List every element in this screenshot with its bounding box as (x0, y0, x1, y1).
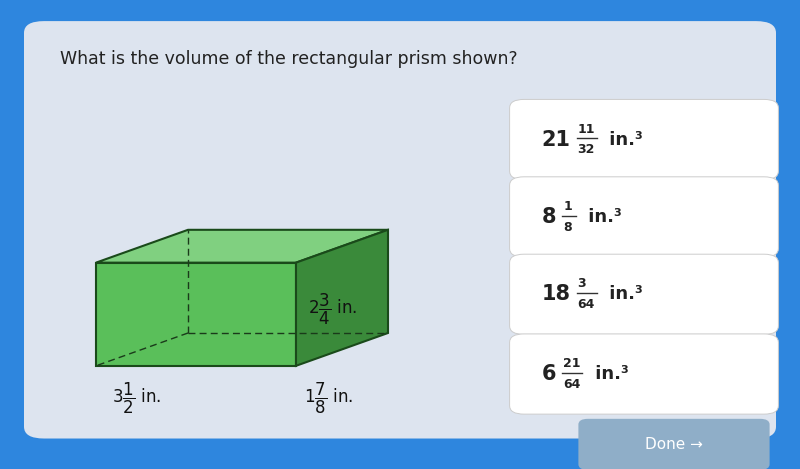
Text: 18: 18 (542, 284, 570, 304)
FancyBboxPatch shape (510, 254, 778, 334)
FancyBboxPatch shape (510, 334, 778, 414)
Text: in.³: in.³ (582, 208, 622, 226)
Text: Done →: Done → (645, 437, 703, 452)
Text: $3\dfrac{1}{2}$ in.: $3\dfrac{1}{2}$ in. (112, 381, 161, 416)
FancyBboxPatch shape (510, 177, 778, 257)
Text: 8: 8 (542, 207, 556, 227)
Text: 1: 1 (563, 200, 572, 213)
FancyBboxPatch shape (578, 419, 770, 469)
Text: What is the volume of the rectangular prism shown?: What is the volume of the rectangular pr… (60, 50, 518, 68)
Text: 3: 3 (578, 278, 586, 290)
Text: in.³: in.³ (589, 365, 629, 383)
Text: 32: 32 (578, 144, 595, 156)
Text: 21: 21 (563, 357, 581, 370)
FancyBboxPatch shape (510, 99, 778, 180)
Polygon shape (296, 230, 388, 366)
Text: 8: 8 (563, 221, 572, 234)
FancyBboxPatch shape (24, 21, 776, 439)
Text: $1\dfrac{7}{8}$ in.: $1\dfrac{7}{8}$ in. (304, 381, 353, 416)
Polygon shape (96, 230, 388, 263)
Text: 64: 64 (578, 298, 595, 311)
Text: 11: 11 (578, 123, 595, 136)
Polygon shape (96, 263, 296, 366)
Text: 21: 21 (542, 129, 570, 150)
Text: in.³: in.³ (603, 285, 643, 303)
Text: in.³: in.³ (603, 130, 643, 149)
Text: $2\dfrac{3}{4}$ in.: $2\dfrac{3}{4}$ in. (308, 292, 357, 327)
Text: 6: 6 (542, 364, 556, 384)
Text: 64: 64 (563, 378, 581, 391)
